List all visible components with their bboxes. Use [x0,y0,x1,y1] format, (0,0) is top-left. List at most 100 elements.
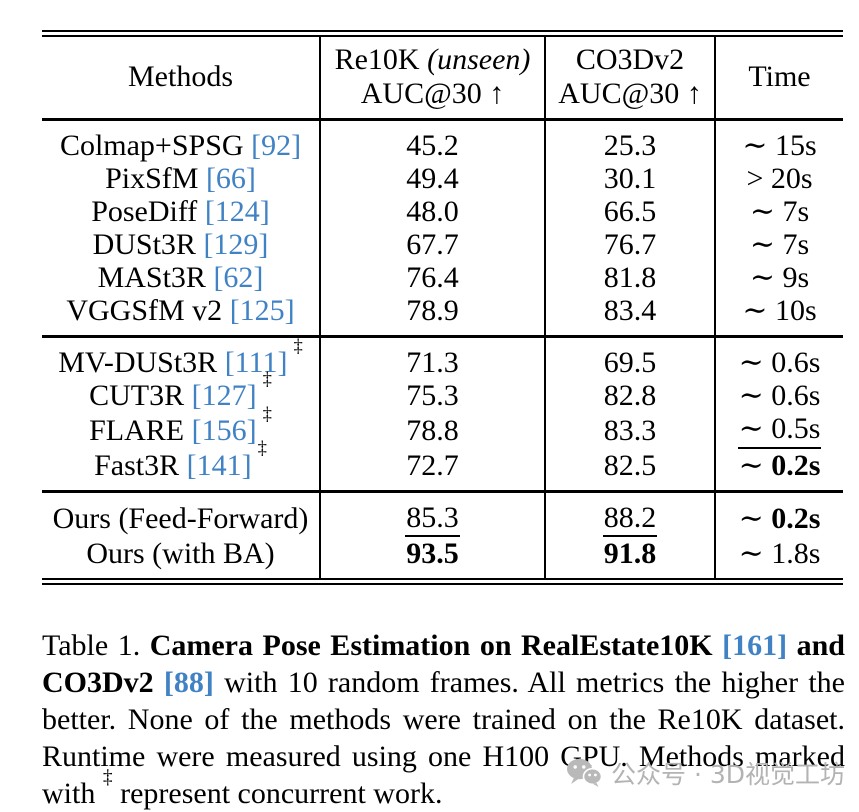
time-cell: ∼ 0.6s [714,336,843,379]
table-row: PixSfM [66] 49.4 30.1 > 20s [42,162,843,195]
method-cell: PixSfM [66] [42,162,320,195]
time-number: 0.2s [771,448,821,482]
method-name: CUT3R [89,379,185,412]
method-name: PixSfM [105,162,199,195]
time-value: ∼ 0.2s [739,449,821,482]
table-group-concurrent: MV-DUSt3R [111] ‡ 71.3 69.5 ∼ 0.6s CUT3R [127… [42,335,843,492]
col-header-re10k-metric: AUC@30 ↑ [360,77,505,110]
time-value: ∼ 1.8s [739,537,821,570]
citation-link[interactable]: [124] [204,195,270,228]
method-name: VGGSfM v2 [66,294,223,327]
time-cell: ∼ 0.2s [714,448,843,492]
time-number: 0.2s [771,502,821,536]
time-cell: ∼ 9s [714,261,843,294]
time-cell: ∼ 7s [714,228,843,261]
time-number: 9s [782,261,810,294]
caption-text: Table 1. [42,629,150,662]
time-relation: > [746,162,771,195]
citation-link[interactable]: [161] [722,629,788,662]
citation-link[interactable]: [127] [191,379,257,412]
method-name: Colmap+SPSG [59,129,244,162]
col-header-methods: Methods [42,33,320,121]
time-relation: ∼ [738,412,772,445]
time-number: 0.5s [771,412,821,445]
table-group-ours: Ours (Feed-Forward) 85.3 88.2 ∼ 0.2s Ours (w… [42,491,843,582]
time-value: ∼ 0.6s [739,346,821,379]
time-relation: ∼ [749,195,783,228]
auc-co3d-cell: 30.1 [544,162,715,195]
auc-re10k-cell-value: 76.4 [406,261,459,294]
method-name: PoseDiff [91,195,198,228]
auc-re10k-cell-value: 71.3 [406,346,459,379]
auc-co3d-cell: 82.8 [544,379,715,412]
table-row: FLARE [156] ‡ 78.8 83.3 ∼ 0.5s [42,405,843,449]
time-relation: ∼ [749,261,783,294]
citation-link[interactable]: [141] [186,448,252,482]
concurrent-marker: ‡ [262,368,272,390]
auc-re10k-cell: 75.3 [319,379,545,412]
method-cell: DUSt3R [129] [42,228,320,261]
time-number: 15s [774,129,817,162]
auc-co3d-cell-value: 91.8 [603,537,657,571]
method-name: Ours (with BA) [86,537,275,571]
auc-co3d-cell-value: 25.3 [603,129,657,162]
auc-co3d-cell: 91.8 [544,537,715,582]
concurrent-marker: ‡ [293,335,303,357]
auc-co3d-cell-value: 83.4 [603,294,657,327]
auc-co3d-cell-value: 83.3 [603,413,657,447]
time-relation: ∼ [738,448,772,482]
wechat-icon [567,758,602,787]
auc-co3d-cell: 82.5 [544,448,715,492]
watermark: 公众号 · 3D视觉工坊 [566,755,845,791]
time-value: ∼ 7s [750,195,809,228]
citation-link[interactable]: [66] [205,162,256,195]
table-row: MV-DUSt3R [111] ‡ 71.3 69.5 ∼ 0.6s [42,335,843,379]
time-value: ∼ 0.6s [739,379,821,412]
col-header-re10k: Re10K (unseen) AUC@30 ↑ [319,33,545,121]
time-value: ∼ 7s [750,228,809,261]
method-name: Fast3R [94,448,180,482]
table-row: PoseDiff [124] 48.0 66.5 ∼ 7s [42,195,843,228]
method-cell: MASt3R [62] [42,261,320,294]
citation-link[interactable]: [62] [213,261,264,294]
table-header: Methods Re10K (unseen) AUC@30 ↑ CO3Dv2 A… [42,33,843,121]
table-row: Ours (Feed-Forward) 85.3 88.2 ∼ 0.2s [42,491,843,538]
citation-link[interactable]: [125] [229,294,295,327]
time-relation: ∼ [738,379,772,412]
time-number: 0.6s [771,379,821,412]
col-header-co3d: CO3Dv2 AUC@30 ↑ [544,33,715,121]
col-header-re10k-line1: Re10K (unseen) [321,43,544,77]
table-row: DUSt3R [129] 67.7 76.7 ∼ 7s [42,228,843,261]
time-cell: > 20s [714,162,843,195]
table-row: VGGSfM v2 [125] 78.9 83.4 ∼ 10s [42,294,843,337]
auc-co3d-cell-value: 30.1 [603,162,657,195]
citation-link[interactable]: [129] [203,228,269,261]
caption-text: represent concurrent work. [112,777,443,810]
auc-co3d-cell-value: 66.5 [603,195,657,228]
auc-re10k-cell-value: 67.7 [406,228,459,261]
citation-link[interactable]: [156] [191,413,257,447]
results-table: Methods Re10K (unseen) AUC@30 ↑ CO3Dv2 A… [42,30,843,586]
citation-link[interactable]: [92] [251,129,302,162]
auc-co3d-cell-value: 88.2 [602,502,658,538]
method-name: DUSt3R [92,228,196,261]
time-value: ∼ 9s [750,261,809,294]
col-header-methods-label: Methods [128,60,233,93]
auc-re10k-cell-value: 49.4 [406,162,459,195]
auc-re10k-cell-value: 85.3 [405,502,460,538]
time-number: 7s [782,195,810,228]
method-cell: CUT3R [127] ‡ [42,370,320,412]
citation-link[interactable]: [111] [224,346,288,379]
citation-link[interactable]: [88] [163,666,214,699]
time-cell: ∼ 0.2s [714,491,843,538]
method-cell: Ours (with BA) [42,537,320,582]
time-number: 1.8s [771,537,821,571]
table-caption: Table 1. Camera Pose Estimation on RealE… [42,627,845,812]
table-row: CUT3R [127] ‡ 75.3 82.8 ∼ 0.6s [42,370,843,412]
method-name: Ours (Feed-Forward) [52,502,309,536]
auc-co3d-cell-value: 81.8 [603,261,657,294]
caption-text: and CO3Dv2 [42,629,845,699]
auc-re10k-cell-value: 48.0 [406,195,459,228]
auc-co3d-cell: 83.4 [544,294,715,337]
time-relation: ∼ [738,502,772,536]
